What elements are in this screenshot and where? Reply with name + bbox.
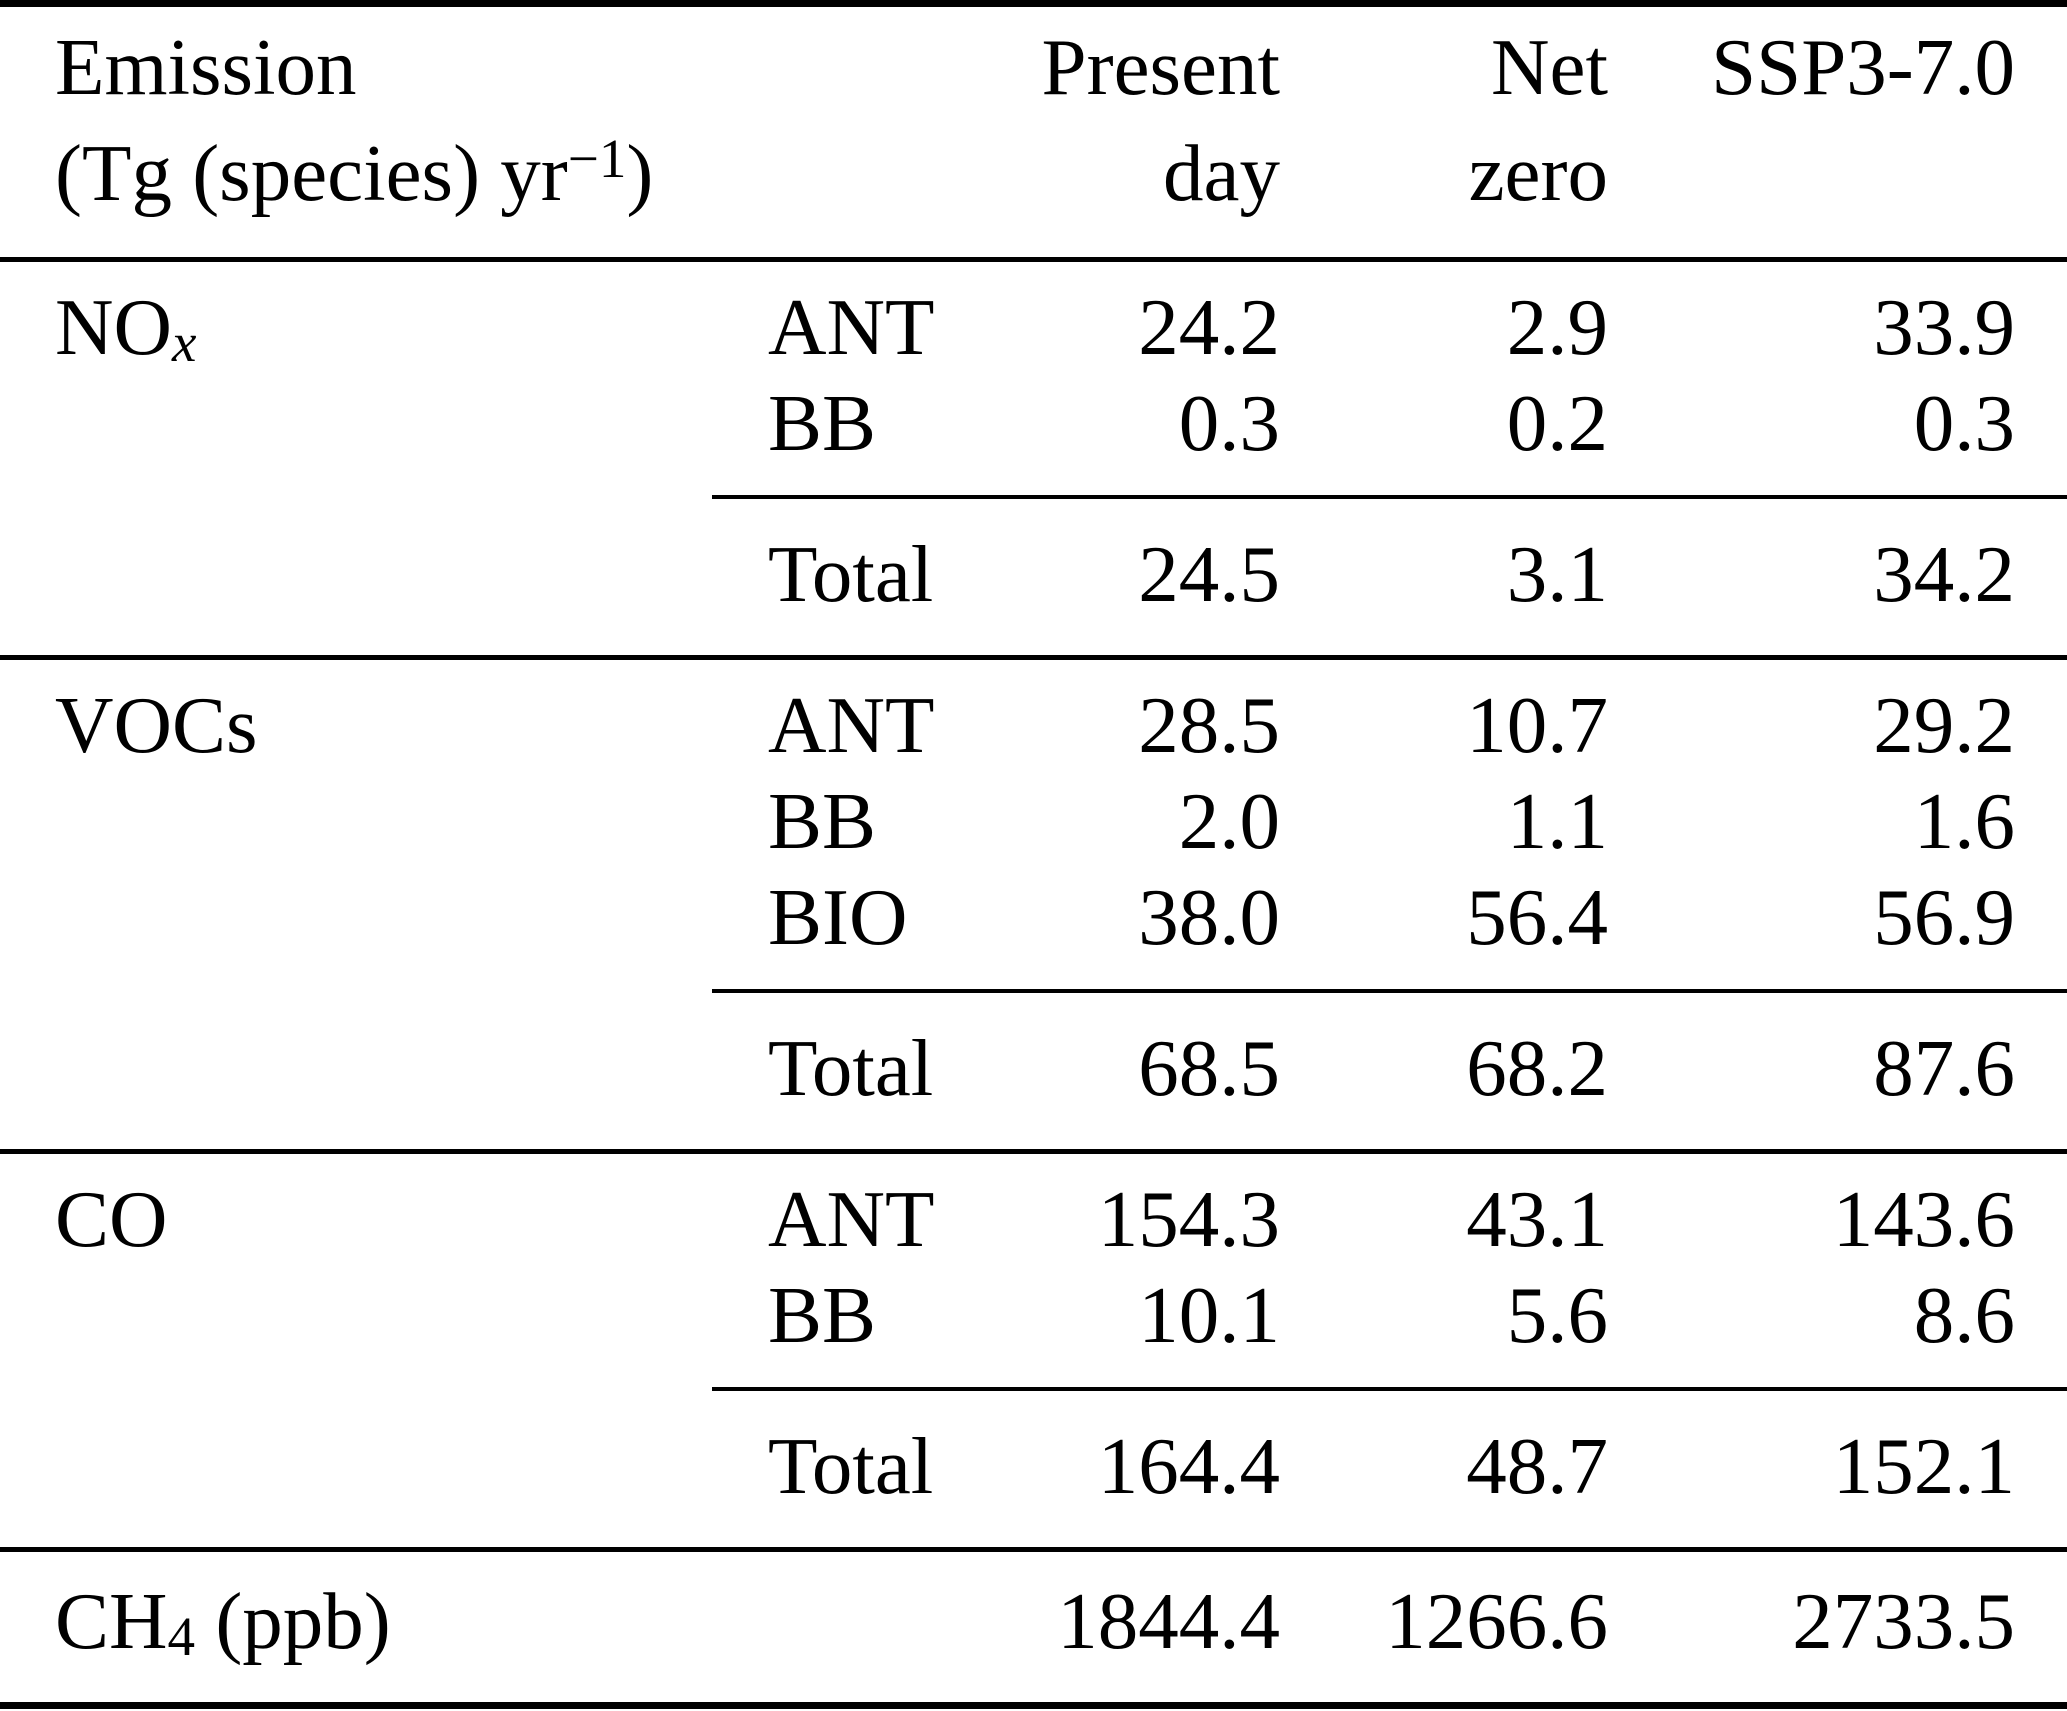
total-ssp370: 34.2 (1873, 529, 2015, 619)
header-ssp370: SSP3-7.0 (1711, 22, 2015, 112)
header-emission-unit: (Tg (species) yr−1) (55, 120, 1005, 226)
species-base: VOCs (55, 680, 258, 770)
value-net-zero: 43.1 (1466, 1174, 1608, 1264)
header-present-line1: Present (1041, 22, 1280, 112)
value-ssp370: 2733.5 (1792, 1576, 2015, 1666)
total-label: Total (768, 529, 934, 619)
total-net-zero: 48.7 (1466, 1421, 1608, 1511)
total-present-day: 24.5 (1138, 529, 1280, 619)
source-label: ANT (768, 680, 935, 770)
value-net-zero: 10.7 (1466, 680, 1608, 770)
header-emission-cell: Emission (Tg (species) yr−1) (0, 14, 1005, 226)
table-header: Emission (Tg (species) yr−1) Present day… (0, 7, 2067, 257)
species-label-vocs: VOCs (0, 677, 710, 773)
species-base: NO (55, 282, 172, 372)
total-row: Total 24.5 3.1 34.2 (0, 526, 2067, 622)
source-label: BB (768, 776, 877, 866)
total-present-day: 164.4 (1097, 1421, 1280, 1511)
source-label: BB (768, 1270, 877, 1360)
table-row: NOx ANT 24.2 2.9 33.9 (0, 279, 2067, 375)
header-rule (0, 257, 2067, 262)
source-label: ANT (768, 1174, 935, 1264)
total-ssp370: 87.6 (1873, 1023, 2015, 1113)
value-net-zero: 5.6 (1506, 1270, 1608, 1360)
source-label: BIO (768, 872, 908, 962)
total-ssp370: 152.1 (1832, 1421, 2015, 1511)
bottom-rule (0, 1702, 2067, 1709)
section-rule (0, 1149, 2067, 1154)
total-present-day: 68.5 (1138, 1023, 1280, 1113)
section-rule (0, 1547, 2067, 1552)
total-net-zero: 3.1 (1506, 529, 1608, 619)
table-row: CO ANT 154.3 43.1 143.6 (0, 1171, 2067, 1267)
value-ssp370: 1.6 (1913, 776, 2015, 866)
table-row: VOCs ANT 28.5 10.7 29.2 (0, 677, 2067, 773)
header-netzero-line1: Net (1491, 22, 1608, 112)
value-ssp370: 0.3 (1913, 378, 2015, 468)
species-base: CH (55, 1576, 168, 1666)
total-separator-rule (712, 989, 2067, 993)
species-label-co: CO (0, 1171, 710, 1267)
unit-prefix: (Tg (species) yr (55, 128, 568, 218)
value-ssp370: 29.2 (1873, 680, 2015, 770)
table-row: BB 0.3 0.2 0.3 (0, 375, 2067, 471)
section-vocs: VOCs ANT 28.5 10.7 29.2 BB 2.0 1.1 1.6 B… (0, 660, 2067, 1149)
section-co: CO ANT 154.3 43.1 143.6 BB 10.1 5.6 8.6 … (0, 1154, 2067, 1547)
value-net-zero: 1266.6 (1385, 1576, 1608, 1666)
total-row: Total 164.4 48.7 152.1 (0, 1418, 2067, 1514)
total-label: Total (768, 1023, 934, 1113)
species-label-ch4: CH4 (ppb) (0, 1573, 710, 1669)
table-row: BB 2.0 1.1 1.6 (0, 773, 2067, 869)
section-rule (0, 655, 2067, 660)
value-net-zero: 0.2 (1506, 378, 1608, 468)
table-row: BIO 38.0 56.4 56.9 (0, 869, 2067, 965)
value-present-day: 2.0 (1178, 776, 1280, 866)
value-present-day: 0.3 (1178, 378, 1280, 468)
total-separator-rule (712, 1387, 2067, 1391)
total-label: Total (768, 1421, 934, 1511)
unit-superscript: −1 (567, 127, 627, 189)
species-subscript: 4 (167, 1606, 196, 1668)
unit-suffix: ) (626, 128, 654, 218)
header-emission-label: Emission (55, 22, 357, 112)
header-present-day: Present day (1005, 14, 1280, 226)
value-present-day: 1844.4 (1057, 1576, 1280, 1666)
value-present-day: 28.5 (1138, 680, 1280, 770)
source-label: ANT (768, 282, 935, 372)
value-ssp370: 33.9 (1873, 282, 2015, 372)
total-row: Total 68.5 68.2 87.6 (0, 1020, 2067, 1116)
value-present-day: 10.1 (1138, 1270, 1280, 1360)
species-base: CO (55, 1174, 168, 1264)
value-ssp370: 56.9 (1873, 872, 2015, 962)
header-present-line2: day (1163, 128, 1280, 218)
header-netzero-line2: zero (1468, 128, 1608, 218)
top-rule (0, 0, 2067, 7)
section-nox: NOx ANT 24.2 2.9 33.9 BB 0.3 0.2 0.3 Tot… (0, 262, 2067, 655)
value-present-day: 154.3 (1097, 1174, 1280, 1264)
value-net-zero: 1.1 (1506, 776, 1608, 866)
value-ssp370: 8.6 (1913, 1270, 2015, 1360)
section-ch4: CH4 (ppb) 1844.4 1266.6 2733.5 (0, 1552, 2067, 1702)
source-label: BB (768, 378, 877, 468)
value-present-day: 38.0 (1138, 872, 1280, 962)
species-subscript: x (172, 312, 197, 374)
value-net-zero: 2.9 (1506, 282, 1608, 372)
total-net-zero: 68.2 (1466, 1023, 1608, 1113)
header-net-zero: Net zero (1280, 14, 1608, 226)
table-row: BB 10.1 5.6 8.6 (0, 1267, 2067, 1363)
total-separator-rule (712, 495, 2067, 499)
ch4-row: CH4 (ppb) 1844.4 1266.6 2733.5 (0, 1573, 2067, 1669)
species-label-nox: NOx (0, 279, 710, 375)
value-present-day: 24.2 (1138, 282, 1280, 372)
value-net-zero: 56.4 (1466, 872, 1608, 962)
value-ssp370: 143.6 (1832, 1174, 2015, 1264)
species-unit-suffix: (ppb) (195, 1576, 391, 1666)
